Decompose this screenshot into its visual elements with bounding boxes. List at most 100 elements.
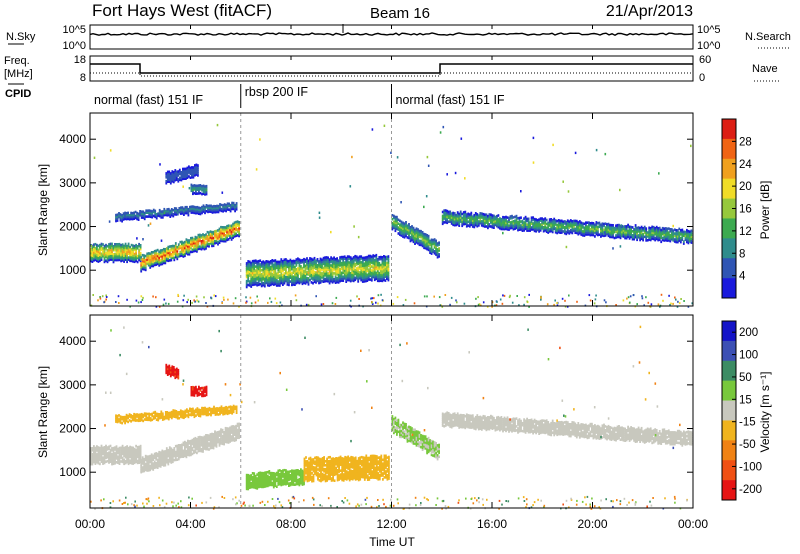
echo-cell — [212, 232, 215, 236]
echo-cell — [530, 226, 533, 229]
echo-cell — [387, 261, 390, 264]
echo-cell — [198, 190, 200, 193]
echo-cell — [263, 277, 266, 280]
echo-cell — [187, 409, 190, 413]
echo-cell — [527, 223, 530, 226]
echo-cell — [206, 444, 209, 447]
echo-cell — [257, 267, 260, 271]
echo-cell — [438, 255, 440, 258]
echo-cell — [139, 212, 141, 215]
echo-cell — [96, 249, 98, 253]
echo-cell — [226, 228, 228, 232]
echo-cell — [349, 266, 352, 269]
echo-cell — [286, 261, 289, 265]
echo-cell — [303, 281, 305, 285]
echo-cell — [172, 214, 175, 218]
echo-cell — [102, 446, 104, 450]
echo-cell — [518, 304, 520, 307]
echo-cell — [610, 235, 613, 239]
echo-cell — [654, 236, 657, 240]
echo-cell — [126, 248, 128, 252]
echo-cell — [532, 161, 535, 164]
echo-cell — [536, 218, 539, 222]
echo-cell — [176, 458, 179, 461]
echo-cell — [223, 435, 225, 438]
echo-cell — [477, 224, 480, 227]
echo-cell — [378, 263, 381, 267]
noise-tick-bottom-right: 10^0 — [697, 40, 721, 52]
echo-cell — [280, 264, 283, 267]
echo-cell — [666, 229, 669, 232]
echo-cell — [412, 240, 415, 244]
echo-cell — [411, 232, 413, 236]
echo-cell — [654, 232, 657, 236]
echo-cell — [164, 255, 167, 259]
echo-cell — [184, 254, 186, 258]
echo-cell — [628, 225, 631, 228]
echo-cell — [574, 151, 577, 155]
echo-cell — [190, 240, 192, 244]
echo-cell — [313, 266, 316, 270]
echo-cell — [664, 233, 667, 236]
echo-cell — [471, 223, 474, 226]
echo-cell — [182, 443, 185, 447]
echo-cell — [357, 258, 360, 262]
echo-cell — [217, 240, 219, 244]
echo-cell — [229, 207, 232, 211]
echo-cell — [286, 283, 289, 286]
echo-cell — [122, 218, 125, 221]
echo-cell — [93, 253, 95, 256]
echo-cell — [455, 299, 457, 302]
echo-cell — [594, 223, 596, 226]
echo-cell — [325, 277, 328, 281]
echo-cell — [131, 215, 134, 219]
echo-cell — [506, 220, 509, 223]
echo-cell — [358, 275, 361, 278]
echo-cell — [114, 256, 116, 260]
echo-cell — [412, 230, 415, 234]
echo-cell — [103, 455, 106, 459]
echo-cell — [161, 252, 164, 256]
echo-cell — [524, 225, 527, 229]
echo-cell — [218, 235, 221, 239]
echo-cell — [637, 228, 640, 231]
echo-cell — [106, 244, 109, 248]
echo-cell — [408, 232, 410, 236]
echo-cell — [93, 245, 95, 248]
echo-cell — [99, 456, 101, 460]
echo-cell — [220, 225, 222, 229]
echo-cell — [140, 265, 143, 269]
echo-cell — [285, 266, 287, 269]
echo-cell — [250, 277, 253, 280]
echo-cell — [508, 226, 510, 229]
echo-cell — [275, 284, 278, 287]
echo-cell — [551, 220, 554, 224]
echo-cell — [203, 243, 206, 247]
echo-cell — [563, 228, 566, 231]
echo-cell — [223, 232, 225, 235]
echo-cell — [518, 226, 521, 230]
echo-cell — [94, 452, 97, 456]
echo-cell — [262, 262, 265, 265]
echo-cell — [641, 297, 644, 300]
echo-cell — [147, 263, 150, 267]
echo-cell — [295, 273, 298, 277]
echo-cell — [101, 295, 104, 298]
echo-cell — [220, 237, 222, 241]
echo-cell — [502, 223, 504, 227]
echo-cell — [112, 462, 115, 466]
echo-cell — [208, 204, 211, 208]
echo-cell — [166, 180, 169, 183]
echo-cell — [146, 467, 149, 470]
echo-cell — [214, 206, 217, 210]
echo-cell — [117, 246, 119, 250]
echo-cell — [145, 211, 148, 214]
echo-cell — [170, 211, 173, 215]
echo-cell — [227, 435, 230, 438]
echo-cell — [196, 242, 198, 245]
echo-cell — [211, 207, 214, 210]
echo-cell — [581, 234, 584, 237]
echo-cell — [160, 216, 163, 219]
echo-cell — [375, 271, 378, 275]
echo-cell — [318, 281, 320, 285]
